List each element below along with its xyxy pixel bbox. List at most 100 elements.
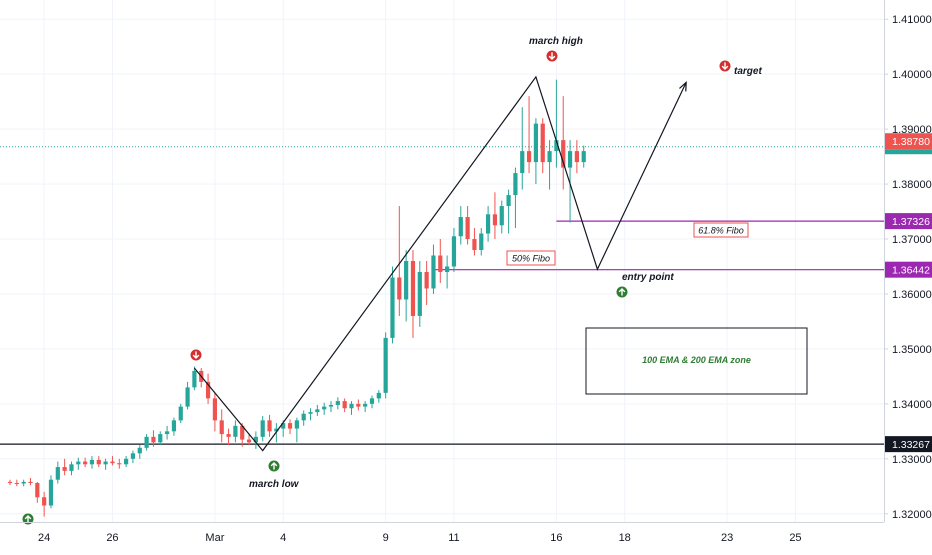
- arrow-up-icon: [24, 515, 32, 523]
- time-tick-label: 25: [789, 532, 801, 544]
- candle: [574, 140, 579, 174]
- candle: [76, 457, 81, 470]
- candle-body: [83, 461, 88, 465]
- candle-body: [554, 140, 559, 152]
- candle: [103, 458, 108, 470]
- candle: [390, 266, 395, 344]
- price-tick-label: 1.36000: [892, 289, 932, 301]
- march-high-label: march high: [529, 36, 583, 47]
- candle: [581, 145, 586, 168]
- candle-body: [246, 439, 252, 443]
- candle-body: [137, 447, 142, 454]
- candle-body: [363, 403, 368, 407]
- price-tick-label: 1.32000: [892, 509, 932, 521]
- candle: [417, 261, 422, 327]
- candle-body: [376, 392, 381, 399]
- candle: [445, 255, 450, 289]
- candle-body: [465, 217, 470, 240]
- candle: [383, 332, 388, 399]
- candle-body: [260, 420, 265, 437]
- support-price-tag-label: 1.33267: [892, 439, 930, 451]
- candle-body: [533, 123, 539, 163]
- arrow-down-icon: [721, 62, 729, 70]
- drawings-layer: [193, 75, 687, 452]
- candle-body: [117, 463, 122, 465]
- candle-body: [76, 461, 81, 465]
- time-tick-label: 9: [383, 532, 389, 544]
- candle: [315, 404, 320, 416]
- candle-body: [28, 481, 33, 483]
- candle-body: [335, 401, 340, 405]
- time-tick-label: 23: [721, 532, 733, 544]
- candle: [301, 410, 306, 426]
- candle-body: [294, 420, 299, 429]
- candle-body: [69, 464, 74, 471]
- candle: [137, 445, 142, 459]
- candle: [561, 96, 566, 190]
- time-tick-label: 26: [106, 532, 118, 544]
- candle: [219, 409, 224, 443]
- candle-body: [486, 214, 491, 234]
- candle: [7, 479, 13, 486]
- candle: [240, 423, 245, 447]
- candle-body: [212, 398, 217, 421]
- march-high-down-signal: [546, 50, 558, 62]
- arrow-up-icon: [270, 462, 278, 470]
- march-low-up-signal: [268, 460, 280, 472]
- candle: [335, 397, 340, 410]
- candle-body: [431, 255, 436, 289]
- candle: [526, 96, 532, 174]
- target-arrowhead: [679, 81, 687, 92]
- candle-body: [410, 261, 416, 316]
- time-tick-label: 11: [448, 532, 459, 544]
- candle-body: [342, 401, 347, 409]
- candle: [226, 428, 231, 446]
- candle-body: [404, 261, 409, 300]
- candle: [144, 434, 149, 451]
- candle-body: [48, 479, 54, 506]
- fibo-50-label: 50% Fibo: [512, 254, 550, 264]
- candle-body: [185, 387, 190, 407]
- price-tick-label: 1.41000: [892, 14, 932, 26]
- candle: [499, 200, 504, 234]
- candle-body: [547, 151, 552, 163]
- candle-body: [14, 482, 19, 484]
- candle: [486, 206, 491, 242]
- candle-body: [328, 404, 334, 407]
- candle: [158, 431, 163, 446]
- left-edge-up-signal: [22, 513, 34, 525]
- candle: [117, 458, 122, 469]
- annotation-layer: march high march low target entry point 50% …: [22, 36, 808, 525]
- candle: [253, 431, 258, 449]
- candle-body: [281, 423, 286, 429]
- candles-layer: [7, 79, 586, 517]
- time-tick-label: 24: [38, 532, 50, 544]
- ema-zone-box: [585, 327, 808, 395]
- candle: [178, 403, 183, 424]
- candle-body: [96, 459, 101, 465]
- candle-body: [438, 255, 443, 272]
- candle-body: [89, 459, 95, 465]
- candle-body: [540, 123, 545, 163]
- candle: [342, 398, 347, 413]
- candle-body: [349, 403, 354, 409]
- candle-body: [171, 420, 177, 432]
- candle-body: [151, 436, 156, 443]
- candle-body: [253, 436, 258, 443]
- time-tick-label: Mar: [205, 532, 224, 544]
- candle: [356, 399, 361, 411]
- candle: [328, 401, 334, 413]
- candle-body: [390, 277, 395, 338]
- candle-body: [581, 151, 586, 163]
- candle: [397, 206, 402, 316]
- candle: [513, 167, 518, 229]
- candle: [404, 250, 409, 322]
- candle: [205, 373, 211, 404]
- candle-body: [158, 434, 163, 443]
- candle: [171, 417, 177, 436]
- candle-body: [267, 420, 272, 432]
- candle-body: [240, 425, 245, 440]
- correction-zigzag: [193, 75, 687, 452]
